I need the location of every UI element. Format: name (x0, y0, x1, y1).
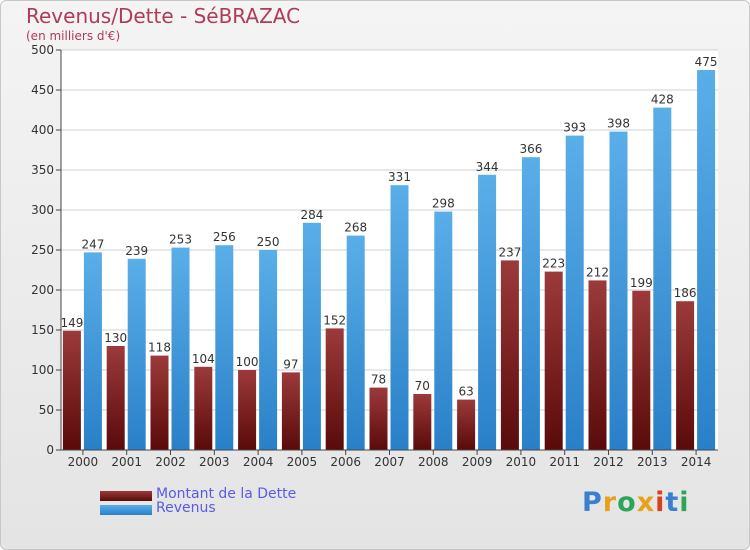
bar-debt (500, 260, 519, 450)
y-tick-label: 450 (31, 83, 54, 97)
data-label-revenus: 256 (213, 230, 236, 244)
data-label-debt: 152 (323, 313, 346, 327)
data-label-revenus: 366 (519, 142, 542, 156)
bar-revenus (127, 258, 146, 450)
y-tick-label: 200 (31, 283, 54, 297)
data-label-debt: 186 (674, 286, 697, 300)
data-label-revenus: 250 (257, 235, 280, 249)
data-label-debt: 63 (458, 385, 473, 399)
x-tick-label: 2003 (199, 455, 230, 469)
data-label-revenus: 475 (695, 55, 718, 69)
x-tick-label: 2012 (593, 455, 624, 469)
bar-debt (150, 355, 169, 450)
data-label-debt: 237 (498, 245, 521, 259)
x-tick-label: 2005 (287, 455, 318, 469)
data-label-debt: 78 (371, 373, 386, 387)
bar-revenus (609, 131, 628, 450)
data-label-revenus: 331 (388, 170, 411, 184)
x-tick-label: 2006 (330, 455, 361, 469)
data-label-debt: 149 (60, 316, 83, 330)
data-label-debt: 118 (148, 341, 171, 355)
data-label-revenus: 344 (476, 160, 499, 174)
bar-debt (325, 328, 344, 450)
x-tick-label: 2000 (68, 455, 99, 469)
bar-debt (369, 387, 388, 450)
bar-revenus (83, 252, 102, 450)
data-label-debt: 212 (586, 265, 609, 279)
y-tick-label: 0 (46, 443, 54, 457)
bar-debt (676, 301, 695, 450)
x-tick-label: 2001 (111, 455, 142, 469)
x-tick-label: 2010 (506, 455, 537, 469)
bar-debt (457, 399, 476, 450)
x-tick-label: 2014 (681, 455, 712, 469)
bar-debt (544, 271, 563, 450)
data-label-revenus: 298 (432, 197, 455, 211)
y-tick-label: 100 (31, 363, 54, 377)
data-label-revenus: 268 (344, 221, 367, 235)
x-tick-label: 2004 (243, 455, 274, 469)
bar-debt (632, 290, 651, 450)
y-tick-label: 250 (31, 243, 54, 257)
data-label-revenus: 284 (300, 208, 323, 222)
data-label-revenus: 239 (125, 244, 148, 258)
bar-revenus (478, 174, 497, 451)
bar-revenus (302, 222, 321, 450)
y-tick-label: 50 (39, 403, 54, 417)
data-label-revenus: 393 (563, 121, 586, 135)
bar-revenus (434, 211, 453, 450)
bar-revenus (697, 70, 716, 450)
data-label-debt: 199 (630, 276, 653, 290)
bar-revenus (215, 245, 234, 450)
chart-subtitle: (en milliers d'€) (26, 29, 121, 43)
legend-swatch-debt (100, 491, 152, 501)
bar-revenus (653, 107, 672, 450)
x-tick-label: 2008 (418, 455, 449, 469)
legend-swatch-revenus (100, 505, 152, 515)
x-tick-label: 2007 (374, 455, 405, 469)
data-label-revenus: 428 (651, 93, 674, 107)
bar-debt (281, 372, 300, 450)
y-tick-label: 400 (31, 123, 54, 137)
bar-revenus (521, 157, 540, 450)
data-label-debt: 70 (415, 379, 430, 393)
y-tick-label: 350 (31, 163, 54, 177)
bar-debt (194, 366, 213, 450)
bar-debt (588, 280, 607, 450)
bar-debt (413, 394, 432, 450)
bar-debt (238, 370, 257, 450)
bar-revenus (171, 247, 190, 450)
bar-revenus (259, 250, 278, 450)
y-tick-label: 300 (31, 203, 54, 217)
bar-revenus (565, 135, 584, 450)
data-label-debt: 104 (192, 352, 215, 366)
bar-revenus (390, 185, 409, 450)
x-tick-label: 2011 (549, 455, 580, 469)
x-tick-label: 2009 (462, 455, 493, 469)
x-tick-label: 2002 (155, 455, 186, 469)
chart-title: Revenus/Dette - SéBRAZAC (26, 4, 301, 28)
data-label-debt: 100 (236, 355, 259, 369)
y-tick-label: 500 (31, 43, 54, 57)
data-label-debt: 223 (542, 257, 565, 271)
x-tick-label: 2013 (637, 455, 668, 469)
data-label-revenus: 253 (169, 233, 192, 247)
legend-label-debt: Montant de la Dette (156, 486, 297, 502)
data-label-revenus: 398 (607, 117, 630, 131)
legend-label-revenus: Revenus (156, 500, 216, 516)
data-label-debt: 97 (283, 357, 298, 371)
bar-revenus (346, 235, 365, 450)
y-tick-label: 150 (31, 323, 54, 337)
bar-debt (106, 346, 125, 450)
data-label-debt: 130 (104, 331, 127, 345)
bar-debt (62, 330, 81, 450)
proxiti-logo: Proxiti (582, 487, 690, 518)
data-label-revenus: 247 (81, 237, 104, 251)
